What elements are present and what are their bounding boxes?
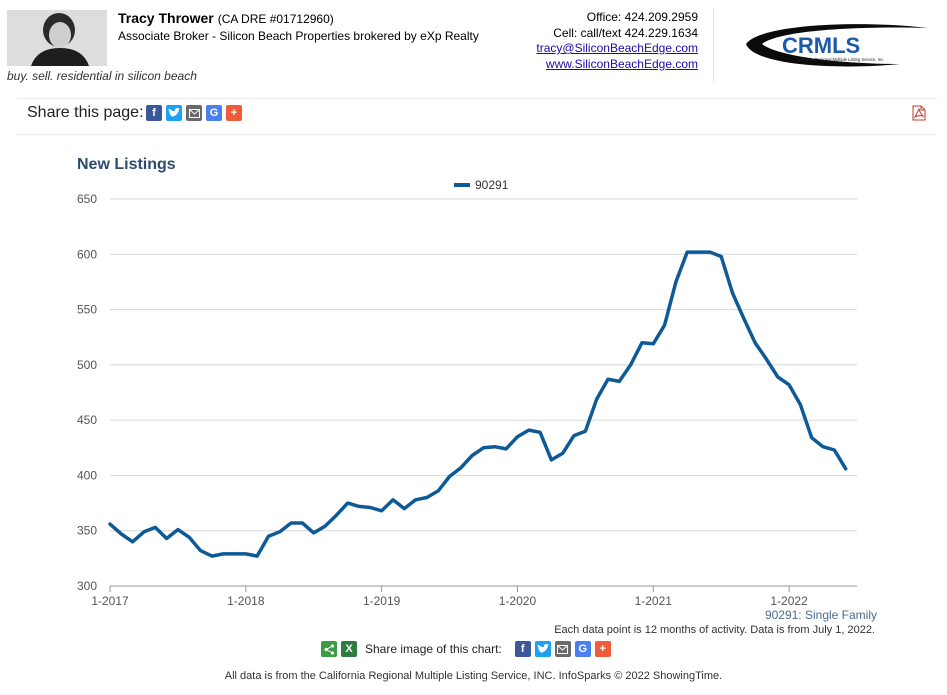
- email-icon[interactable]: [186, 105, 202, 121]
- y-tick-label: 300: [77, 579, 97, 593]
- data-note: Each data point is 12 months of activity…: [554, 624, 875, 636]
- agent-photo: [7, 10, 107, 66]
- share-page-icons: f G +: [146, 105, 242, 121]
- divider-top: [17, 98, 937, 99]
- legend-label: 90291: [475, 178, 509, 192]
- email-link[interactable]: tracy@SiliconBeachEdge.com: [536, 41, 698, 55]
- twitter-icon[interactable]: [534, 641, 551, 657]
- series-line-90291: [108, 250, 848, 558]
- crmls-logo-subtext: California Regional Multiple Listing Ser…: [796, 57, 884, 62]
- crmls-logo: CRMLS California Regional Multiple Listi…: [740, 20, 932, 75]
- google-icon[interactable]: G: [574, 641, 591, 657]
- share-image-label: Share image of this chart:: [365, 642, 502, 656]
- agent-name-line: Tracy Thrower (CA DRE #01712960): [118, 10, 334, 26]
- x-tick-label: 1-2022: [770, 594, 808, 608]
- facebook-icon[interactable]: f: [146, 105, 162, 121]
- y-tick-label: 450: [77, 413, 97, 427]
- header-divider: [713, 8, 714, 83]
- agent-tagline: buy. sell. residential in silicon beach: [7, 69, 197, 83]
- x-tick-label: 1-2017: [91, 594, 129, 608]
- twitter-icon[interactable]: [166, 105, 182, 121]
- y-tick-label: 600: [77, 247, 97, 261]
- email-icon[interactable]: [554, 641, 571, 657]
- x-tick-label: 1-2019: [363, 594, 401, 608]
- x-tick-label: 1-2021: [635, 594, 673, 608]
- x-tick-label: 1-2018: [227, 594, 265, 608]
- office-phone: Office: 424.209.2959: [586, 10, 698, 24]
- agent-dre: (CA DRE #01712960): [217, 12, 334, 26]
- y-tick-label: 550: [77, 303, 97, 317]
- website-link[interactable]: www.SiliconBeachEdge.com: [545, 56, 698, 71]
- plus-icon[interactable]: +: [594, 641, 611, 657]
- google-icon[interactable]: G: [206, 105, 222, 121]
- agent-title: Associate Broker - Silicon Beach Propert…: [118, 29, 479, 43]
- y-tick-label: 650: [77, 192, 97, 206]
- x-tick-label: 1-2020: [499, 594, 537, 608]
- excel-icon[interactable]: X: [341, 641, 357, 657]
- pdf-icon[interactable]: [911, 105, 927, 121]
- chart-title: New Listings: [77, 156, 176, 173]
- contact-block: Office: 424.209.2959 Cell: call/text 424…: [536, 10, 698, 72]
- plus-icon[interactable]: +: [226, 105, 242, 121]
- series-footnote: 90291: Single Family: [764, 608, 877, 622]
- agent-name: Tracy Thrower: [118, 10, 214, 26]
- y-tick-label: 400: [77, 468, 97, 482]
- share-icon[interactable]: [321, 641, 337, 657]
- cell-phone: Cell: call/text 424.229.1634: [553, 25, 698, 40]
- facebook-icon[interactable]: f: [514, 641, 531, 657]
- y-tick-label: 350: [77, 524, 97, 538]
- crmls-logo-text: CRMLS: [782, 33, 860, 58]
- page-footer: All data is from the California Regional…: [224, 670, 723, 682]
- divider-bottom: [17, 134, 937, 135]
- share-image-row: X Share image of this chart: f G +: [321, 641, 611, 657]
- y-tick-label: 500: [77, 358, 97, 372]
- share-page-label: Share this page:: [27, 104, 144, 121]
